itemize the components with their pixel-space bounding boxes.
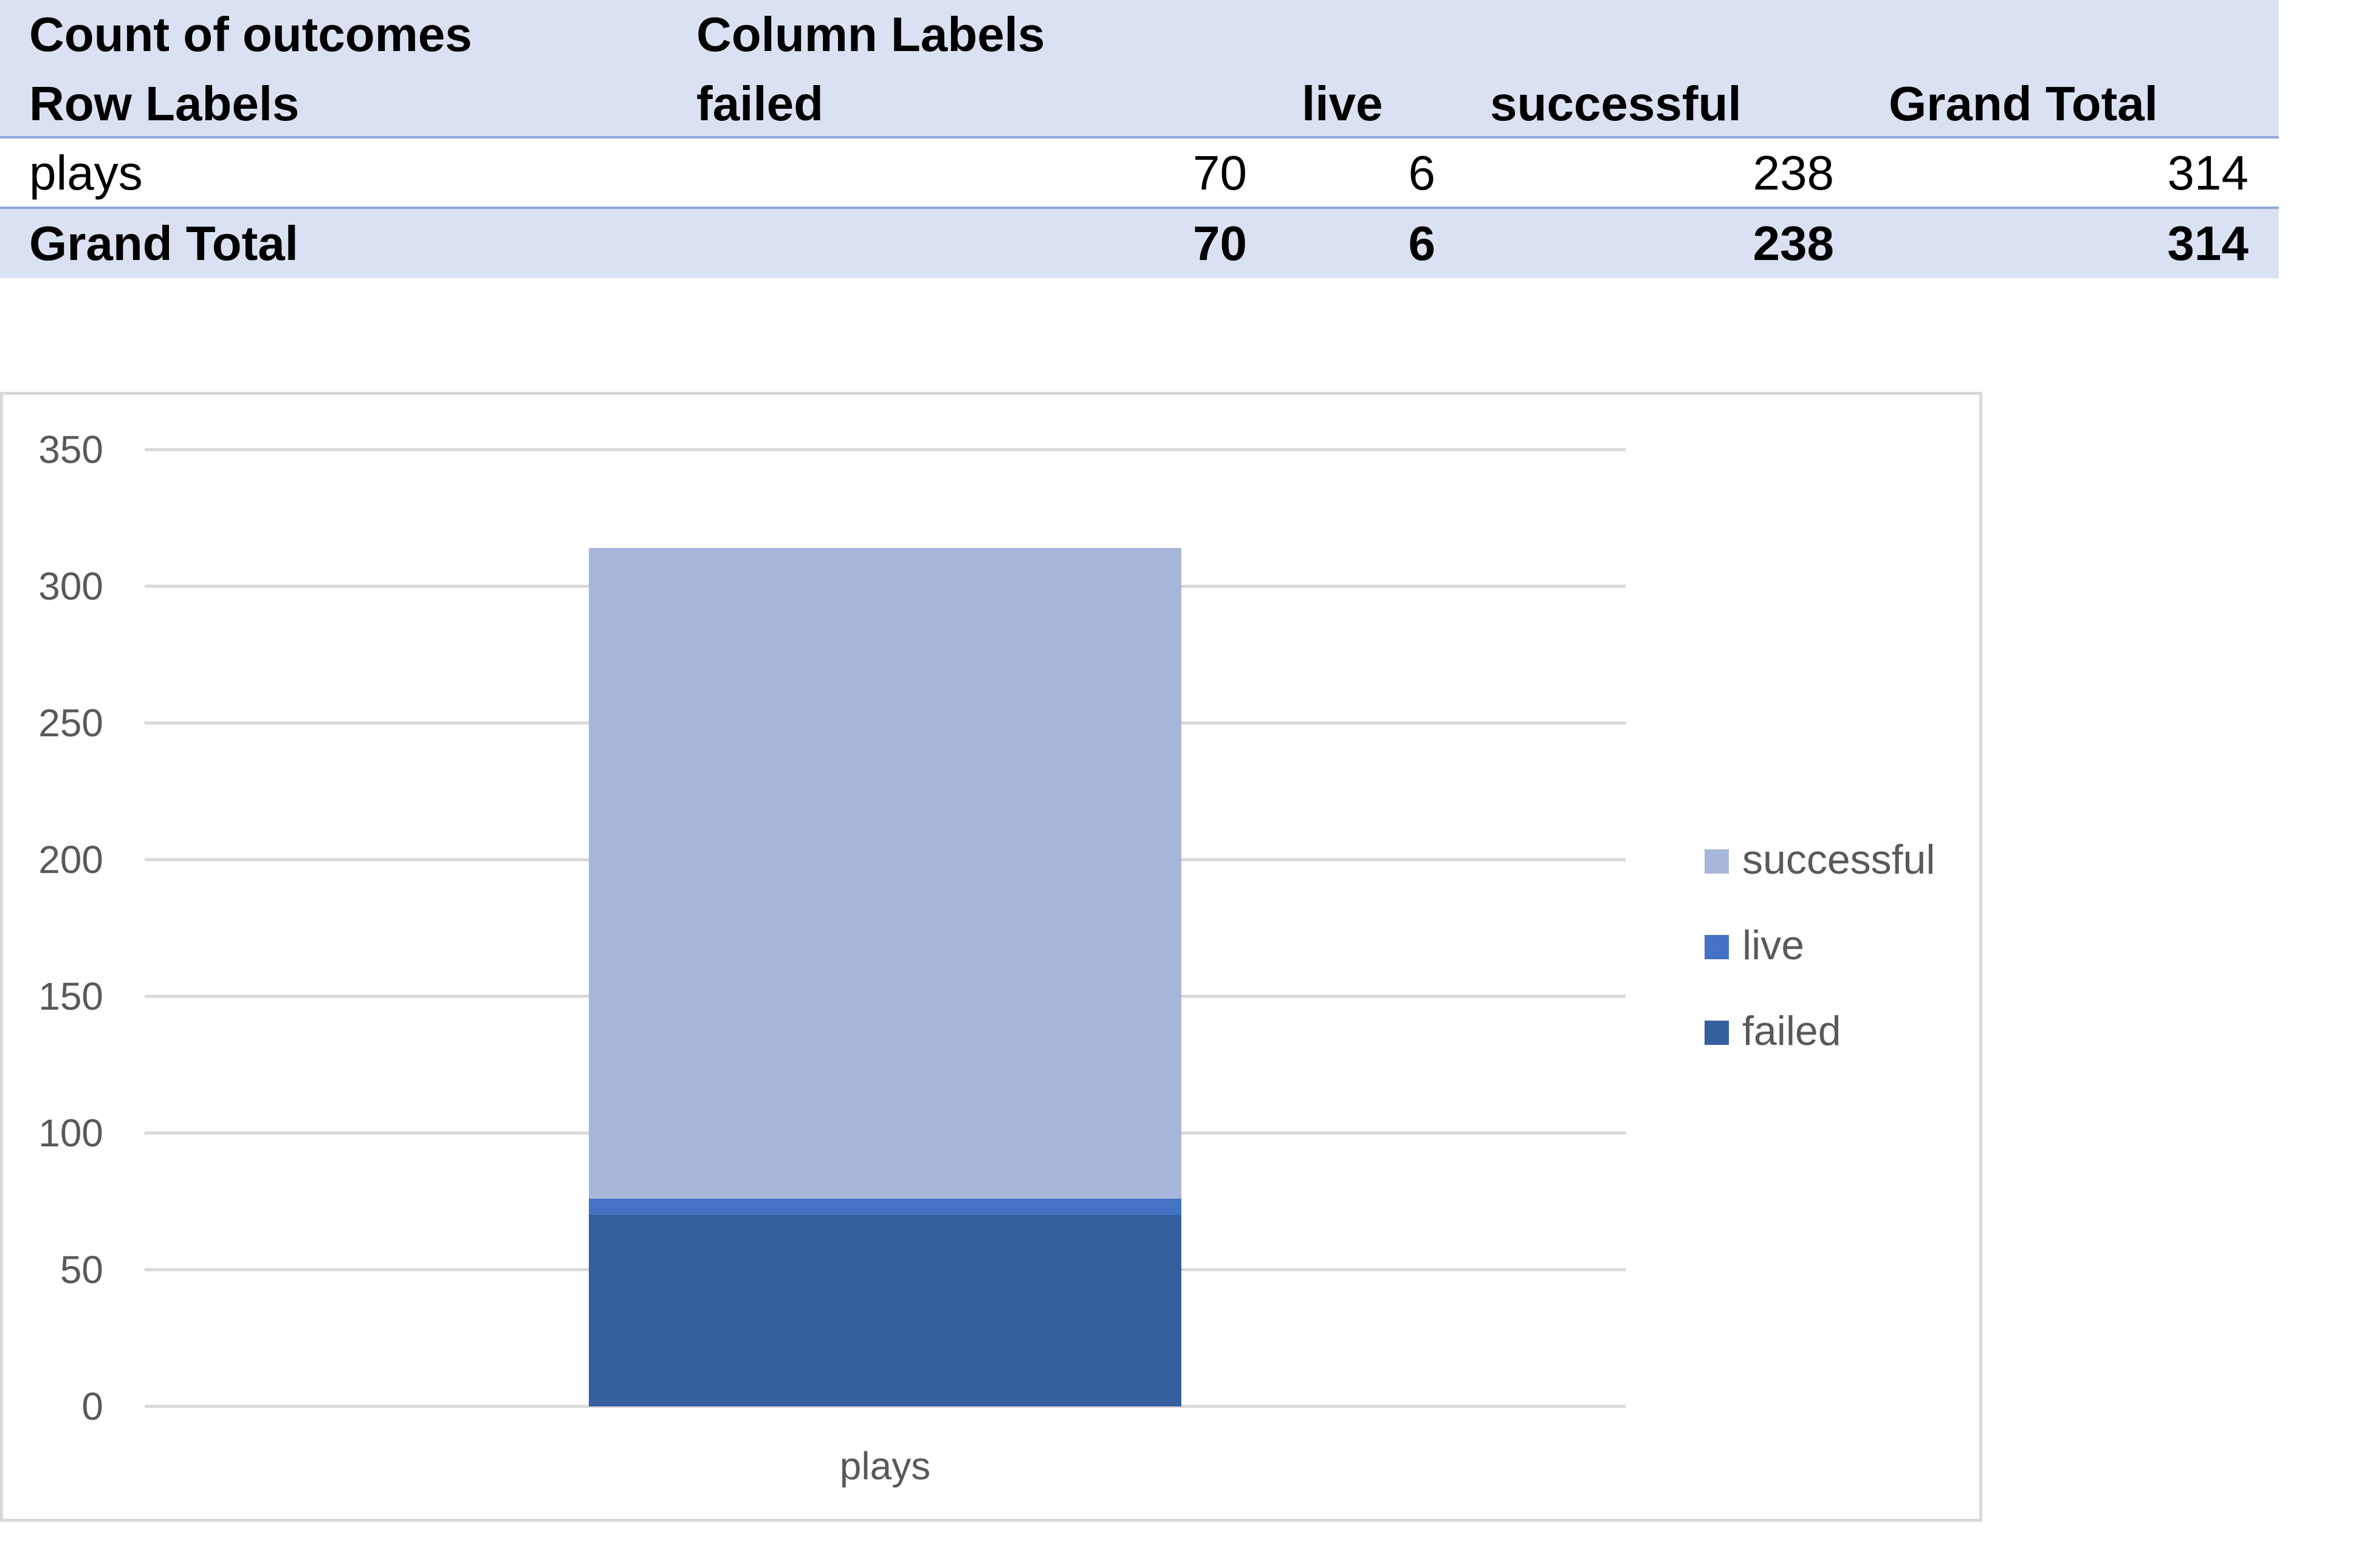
legend-label-successful[interactable]: successful	[1742, 837, 1935, 883]
pivot-value-field-label[interactable]: Count of outcomes	[29, 7, 472, 61]
legend-label-live[interactable]: live	[1742, 922, 1804, 968]
pivot-total-failed[interactable]: 70	[1193, 216, 1247, 270]
y-tick-label: 200	[38, 838, 103, 882]
pivot-grand-total-label[interactable]: Grand Total	[29, 216, 298, 270]
pivot-column-header-grand-total[interactable]: Grand Total	[1889, 77, 2158, 131]
legend-label-failed[interactable]: failed	[1742, 1008, 1841, 1054]
pivot-grand-total-row: Grand Total 70 6 238 314	[0, 207, 2279, 278]
pivot-total-grand-total[interactable]: 314	[2167, 216, 2248, 270]
legend-swatch-successful[interactable]	[1705, 849, 1729, 874]
pivot-column-labels-header[interactable]: Column Labels	[696, 7, 1045, 61]
y-tick-label: 300	[38, 564, 103, 608]
pivot-column-header-failed[interactable]: failed	[696, 77, 823, 131]
bar-segment-failed[interactable]	[589, 1215, 1181, 1406]
y-tick-label: 0	[81, 1385, 103, 1428]
bar-segment-successful[interactable]	[589, 548, 1181, 1199]
pivot-total-live[interactable]: 6	[1408, 216, 1436, 270]
y-tick-label: 100	[38, 1111, 103, 1155]
y-tick-label: 250	[38, 701, 103, 745]
legend-swatch-failed[interactable]	[1705, 1021, 1729, 1045]
pivot-header-row-2: Row Labels failed live successful Grand …	[0, 69, 2279, 139]
chart-plot-area: 0 50 100 150 200 250 300 350 plays successful live…	[38, 428, 1935, 1488]
x-tick-label: plays	[840, 1444, 930, 1488]
legend-swatch-live[interactable]	[1705, 935, 1729, 959]
pivot-column-header-live[interactable]: live	[1302, 77, 1383, 131]
pivot-data-row: plays 70 6 238 314	[0, 136, 2279, 209]
stacked-bar-chart[interactable]: 0 50 100 150 200 250 300 350 plays successful live…	[0, 392, 1982, 1522]
bar-segment-live[interactable]	[589, 1199, 1181, 1215]
pivot-column-header-successful[interactable]: successful	[1490, 77, 1742, 131]
pivot-cell-successful[interactable]: 238	[1753, 146, 1834, 200]
y-tick-label: 350	[38, 428, 103, 471]
pivot-row-label-plays[interactable]: plays	[29, 146, 143, 200]
pivot-total-successful[interactable]: 238	[1753, 216, 1834, 270]
y-tick-label: 50	[60, 1248, 103, 1292]
y-tick-label: 150	[38, 974, 103, 1018]
pivot-cell-live[interactable]: 6	[1408, 146, 1436, 200]
pivot-header-row-1: Count of outcomes Column Labels	[0, 0, 2279, 69]
pivot-cell-failed[interactable]: 70	[1193, 146, 1247, 200]
pivot-row-labels-header[interactable]: Row Labels	[29, 77, 300, 131]
pivot-cell-grand-total[interactable]: 314	[2167, 146, 2248, 200]
